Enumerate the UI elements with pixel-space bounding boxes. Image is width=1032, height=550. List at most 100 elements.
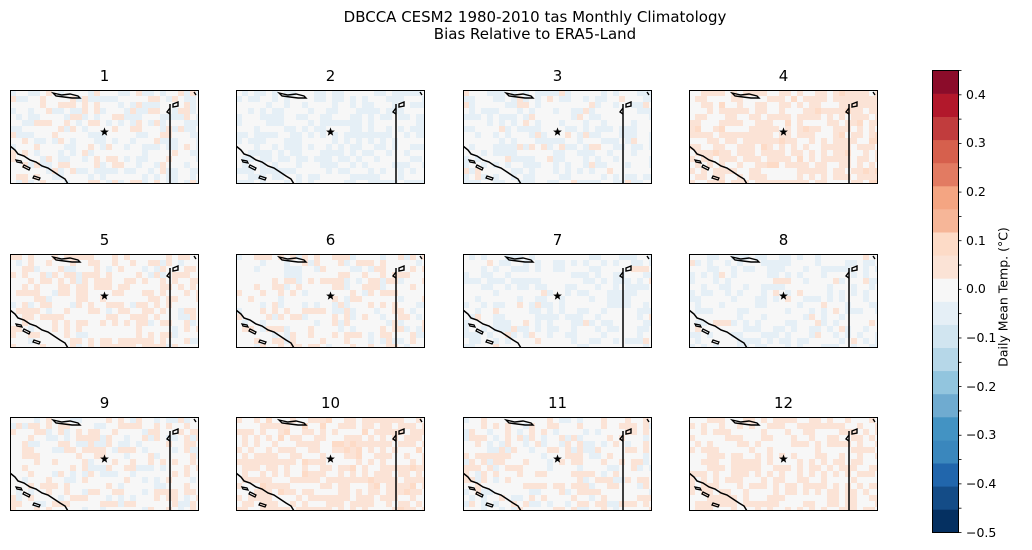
island-outline (467, 486, 477, 491)
panel-frame (10, 254, 199, 348)
station-star-marker (553, 454, 562, 463)
colorbar-segment (932, 255, 959, 279)
island-outline (50, 255, 82, 263)
bias-cells (463, 254, 652, 348)
panel-frame (463, 254, 652, 348)
bias-cells (236, 254, 425, 348)
coastline (463, 472, 522, 511)
colorbar-segment (932, 186, 959, 210)
panel-title: 7 (552, 231, 563, 249)
chart-subtitle: Bias Relative to ERA5-Land (433, 25, 637, 43)
island-outline (276, 91, 308, 99)
colorbar-tick-label: 0.1 (966, 232, 986, 248)
map-panel (463, 254, 652, 348)
island-outline (32, 175, 41, 181)
coastline (463, 145, 522, 184)
colorbar-tick-label: 0.4 (966, 86, 986, 102)
bias-cells (463, 90, 652, 184)
panel-title: 4 (778, 67, 789, 85)
island-outline (701, 328, 710, 335)
map-panel (236, 417, 425, 511)
map-panel-svg (463, 254, 652, 348)
island-outline (258, 175, 267, 181)
station-star-marker (553, 291, 562, 300)
island-outline (391, 418, 423, 442)
coastline (689, 145, 748, 184)
colorbar-segment (932, 347, 959, 372)
island-outline (248, 491, 257, 498)
station-star-marker (326, 127, 335, 136)
map-panel (10, 90, 199, 184)
island-outline (844, 418, 876, 442)
colorbar-segment (932, 116, 959, 141)
island-outline (503, 418, 535, 426)
island-outline (391, 91, 423, 115)
colorbar (932, 70, 962, 533)
map-panel (689, 417, 878, 511)
island-outline (32, 502, 41, 508)
map-panel-svg (236, 254, 425, 348)
island-outline (693, 159, 703, 164)
bias-cells (689, 90, 878, 184)
map-panel-svg (236, 417, 425, 511)
map-panel (689, 90, 878, 184)
map-panel-svg (689, 254, 878, 348)
island-outline (240, 159, 250, 164)
island-outline (729, 255, 761, 263)
colorbar-segment (932, 463, 959, 487)
coastline (689, 472, 748, 511)
colorbar-frame (932, 70, 959, 533)
colorbar-tick-label: −0.4 (966, 475, 997, 491)
island-outline (50, 91, 82, 99)
station-star-marker (326, 291, 335, 300)
island-outline (711, 175, 720, 181)
map-panel (689, 254, 878, 348)
colorbar-segment (932, 209, 959, 233)
coastline (236, 309, 295, 348)
island-outline (503, 91, 535, 99)
colorbar-tick-label: 0.3 (966, 135, 986, 151)
panel-frame (463, 417, 652, 511)
map-panel (10, 254, 199, 348)
panel-title: 10 (320, 394, 341, 412)
island-outline (485, 339, 494, 345)
bias-cells (463, 417, 652, 511)
colorbar-segment (932, 440, 959, 464)
island-outline (475, 164, 484, 171)
panel-frame (463, 90, 652, 184)
colorbar-tick-label: −0.3 (966, 427, 997, 443)
panel-frame (689, 417, 878, 511)
island-outline (258, 339, 267, 345)
bias-cells (689, 254, 878, 348)
island-outline (276, 255, 308, 263)
panel-frame (236, 417, 425, 511)
colorbar-tick-label: 0.0 (966, 281, 986, 297)
bias-cells (236, 90, 425, 184)
bias-cells (689, 417, 878, 511)
coastline (689, 309, 748, 348)
island-outline (844, 255, 876, 279)
island-outline (165, 418, 197, 442)
colorbar-tick-label: −0.1 (966, 329, 997, 345)
colorbar-segment (932, 370, 959, 395)
station-star-marker (326, 454, 335, 463)
panel-frame (10, 90, 199, 184)
island-outline (475, 328, 484, 335)
island-outline (165, 91, 197, 115)
colorbar-segment (932, 393, 959, 418)
colorbar-segment (932, 139, 959, 164)
island-outline (701, 164, 710, 171)
island-outline (14, 323, 24, 328)
colorbar-segment (932, 162, 959, 187)
panel-frame (689, 90, 878, 184)
panel-title: 3 (552, 67, 563, 85)
island-outline (485, 175, 494, 181)
colorbar-segment (932, 509, 959, 533)
island-outline (240, 323, 250, 328)
map-panel (236, 90, 425, 184)
island-outline (618, 255, 650, 279)
island-outline (32, 339, 41, 345)
island-outline (248, 164, 257, 171)
bias-cells (10, 90, 199, 184)
island-outline (467, 159, 477, 164)
